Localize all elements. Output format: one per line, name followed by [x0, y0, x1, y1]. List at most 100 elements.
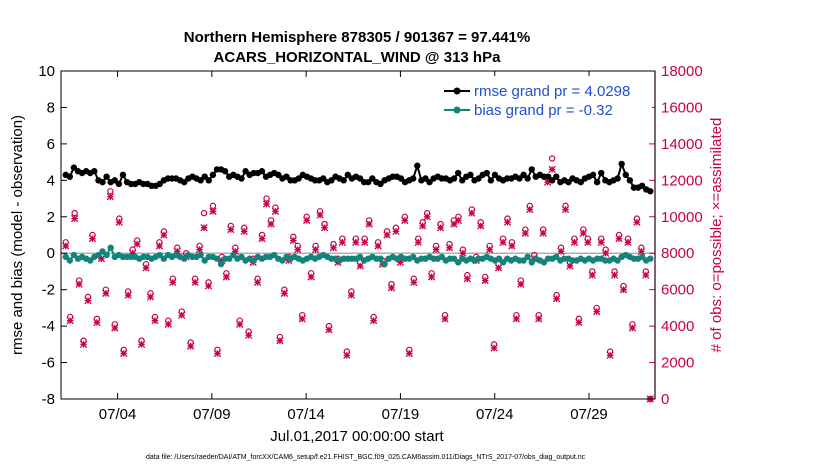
bias-point [103, 251, 110, 259]
obs-assimilated-point [624, 238, 632, 246]
obs-assimilated-point [436, 224, 445, 232]
obs-assimilated-point [70, 214, 79, 223]
obs-assimilated-point [222, 273, 231, 281]
rmse-point [491, 171, 499, 179]
obs-assimilated-point [387, 284, 396, 292]
rmse-point [205, 177, 212, 184]
rmse-point [520, 171, 527, 179]
obs-assimilated-point [209, 207, 217, 215]
rmse-point [91, 168, 98, 175]
obs-assimilated-point [427, 273, 436, 281]
obs-assimilated-point [236, 320, 244, 328]
bias-point [160, 255, 168, 262]
obs-assimilated-point [142, 264, 150, 272]
bias-point [454, 259, 462, 266]
rmse-point [409, 175, 417, 182]
chart-subtitle: ACARS_HORIZONTAL_WIND @ 313 hPa [214, 49, 502, 66]
y-tick-label: 4 [47, 172, 55, 189]
bias-point [181, 255, 188, 262]
bias-point [87, 257, 94, 264]
obs-assimilated-point [146, 293, 155, 301]
rmse-point [598, 169, 605, 177]
rmse-point [320, 175, 327, 182]
bias-point [520, 257, 527, 264]
rmse-point [593, 178, 601, 186]
obs-assimilated-point [227, 225, 235, 234]
bias-point [156, 251, 163, 259]
bias-point [638, 253, 646, 261]
obs-assimilated-point [503, 218, 512, 226]
rmse-point [119, 171, 127, 179]
obs-assimilated-point [517, 280, 525, 288]
obs-assimilated-point [267, 220, 275, 228]
obs-assimilated-point [155, 242, 164, 250]
obs-assimilated-point [570, 238, 579, 246]
bias-point [99, 248, 106, 255]
legend-box [440, 76, 652, 122]
obs-assimilated-point [191, 278, 199, 287]
rmse-point [487, 177, 495, 184]
obs-assimilated-point [115, 218, 123, 226]
footnote: data file: /Users/raeder/DAI/ATM_forcXX/… [146, 454, 586, 461]
obs-assimilated-point [566, 262, 574, 270]
obs-assimilated-point [459, 249, 467, 257]
rmse-point [275, 171, 282, 179]
obs-assimilated-point [521, 229, 529, 237]
obs-assimilated-point [593, 307, 601, 316]
obs-assimilated-point [75, 280, 83, 288]
obs-assimilated-point [441, 315, 449, 323]
bias-point [213, 255, 221, 262]
bias-point [226, 255, 233, 262]
obs-assimilated-point [173, 247, 181, 256]
bias-point [540, 259, 548, 266]
rmse-point [377, 180, 384, 188]
y2-tick-label: 14000 [661, 136, 703, 153]
bias-point [356, 253, 364, 261]
y-tick-label: 2 [47, 209, 55, 226]
obs-assimilated-point [352, 238, 360, 246]
legend-bias-label: bias grand pr = -0.32 [474, 102, 613, 119]
y-tick-label: -2 [42, 282, 55, 299]
rmse-point [111, 177, 118, 184]
obs-assimilated-point [213, 349, 222, 358]
obs-possible-point [200, 209, 208, 217]
bias-point [528, 259, 535, 266]
obs-assimilated-point [93, 318, 101, 327]
obs-assimilated-point [307, 273, 315, 281]
obs-assimilated-point [494, 264, 503, 272]
obs-assimilated-point [637, 247, 646, 256]
bias-point [450, 255, 458, 262]
bias-point [409, 253, 417, 261]
obs-assimilated-point [325, 326, 333, 334]
obs-assimilated-point [526, 205, 534, 214]
bias-point [270, 251, 278, 259]
y-tick-label: -4 [42, 318, 55, 335]
y2-tick-label: 0 [661, 391, 669, 408]
obs-assimilated-point [508, 242, 516, 250]
obs-assimilated-point [405, 349, 413, 358]
obs-assimilated-point [392, 227, 400, 236]
x-axis-label: Jul.01,2017 00:00:00 start [270, 428, 444, 445]
obs-assimilated-point [401, 216, 409, 225]
obs-assimilated-point [84, 296, 92, 305]
obs-assimilated-point [588, 271, 596, 279]
rmse-point [238, 175, 245, 182]
y2-tick-label: 18000 [661, 63, 703, 80]
rmse-point [344, 171, 351, 179]
obs-assimilated-point [294, 245, 302, 254]
rmse-point [99, 178, 106, 186]
rmse-point [426, 178, 433, 186]
obs-assimilated-point [619, 286, 628, 294]
obs-assimilated-point [597, 238, 605, 246]
rmse-point [638, 182, 646, 189]
rmse-point [197, 177, 204, 184]
bias-point [107, 244, 114, 251]
rmse-point [622, 171, 629, 179]
obs-possible-point [548, 155, 556, 162]
rmse-point [614, 175, 621, 182]
bias-point [217, 260, 225, 268]
obs-assimilated-point [610, 271, 619, 279]
obs-assimilated-point [584, 238, 592, 246]
obs-assimilated-point [552, 295, 561, 303]
rmse-point [115, 180, 123, 188]
